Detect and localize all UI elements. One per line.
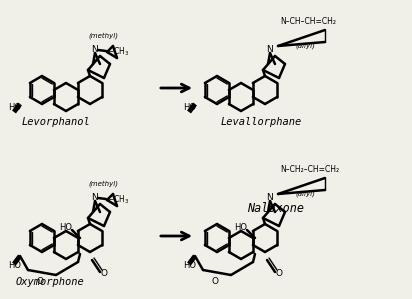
Text: N–CH₂–CH=CH₂: N–CH₂–CH=CH₂: [280, 166, 339, 175]
Text: HO: HO: [8, 260, 21, 269]
Text: N: N: [267, 193, 274, 202]
Text: N: N: [91, 193, 98, 202]
Text: O: O: [37, 277, 44, 286]
Text: O: O: [276, 269, 283, 278]
Text: HO: HO: [183, 260, 196, 269]
Text: N: N: [91, 45, 98, 54]
Text: (allyl): (allyl): [295, 191, 315, 197]
Text: (allyl): (allyl): [295, 43, 315, 49]
Text: HO: HO: [8, 103, 21, 112]
Text: O: O: [101, 269, 108, 278]
Text: O: O: [211, 277, 218, 286]
Text: (methyl): (methyl): [88, 181, 118, 187]
Text: (methyl): (methyl): [88, 33, 118, 39]
Text: HO: HO: [183, 103, 196, 112]
Text: HO: HO: [59, 223, 72, 233]
Text: Levorphanol: Levorphanol: [21, 117, 90, 127]
Text: HO: HO: [234, 223, 247, 233]
Text: Naloxone: Naloxone: [248, 202, 304, 214]
Text: N: N: [267, 45, 274, 54]
Text: $-$CH$_3$: $-$CH$_3$: [107, 46, 129, 58]
Text: $-$CH$_3$: $-$CH$_3$: [107, 194, 129, 206]
Text: Oxymorphone: Oxymorphone: [16, 277, 84, 287]
Text: N–CH–CH=CH₂: N–CH–CH=CH₂: [280, 18, 336, 27]
Text: Levallorphane: Levallorphane: [220, 117, 302, 127]
